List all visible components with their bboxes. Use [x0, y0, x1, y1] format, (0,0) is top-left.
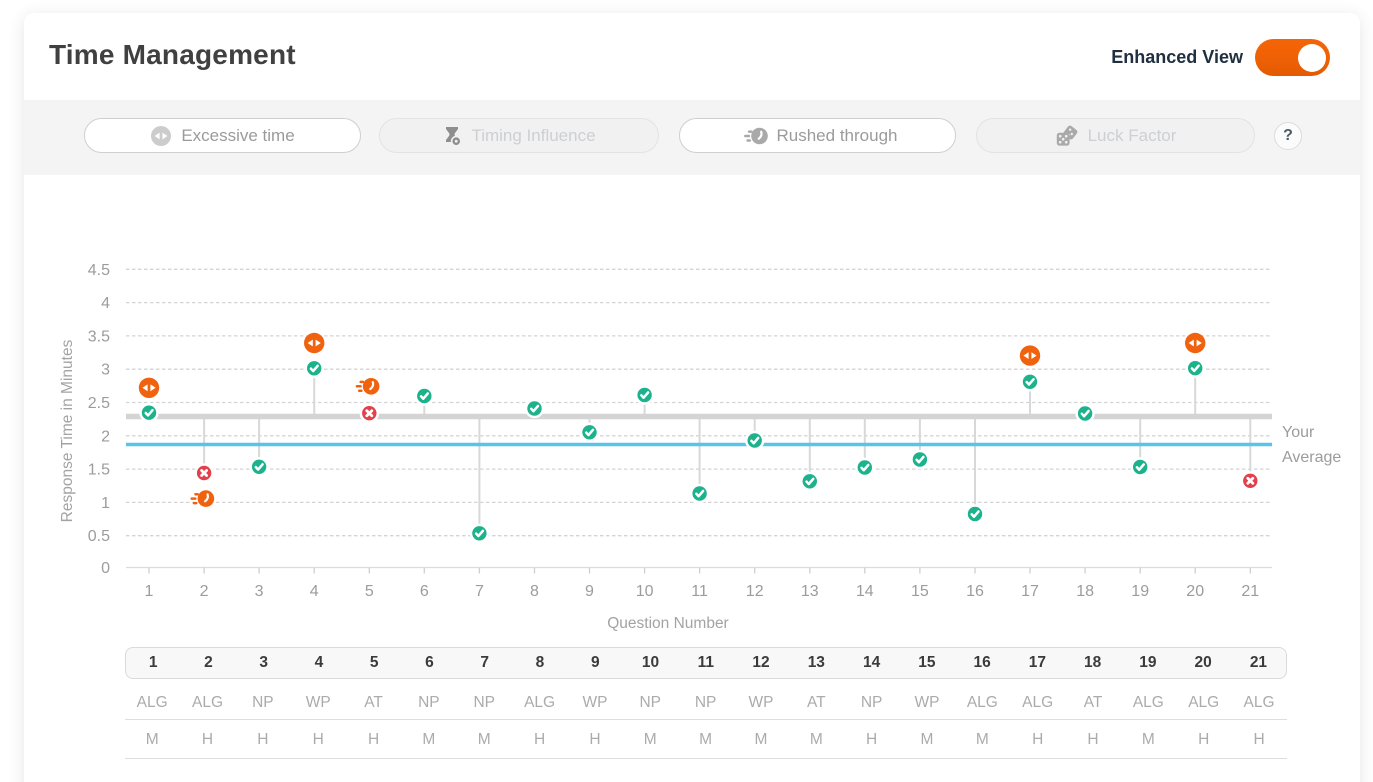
svg-text:Question Number: Question Number [607, 615, 728, 632]
svg-text:7: 7 [475, 583, 484, 600]
svg-text:3.5: 3.5 [88, 328, 110, 345]
svg-text:0.5: 0.5 [88, 528, 110, 545]
svg-text:3: 3 [255, 583, 264, 600]
svg-text:20: 20 [1186, 583, 1204, 600]
svg-text:0: 0 [101, 560, 110, 577]
svg-text:13: 13 [801, 583, 819, 600]
svg-text:18: 18 [1076, 583, 1094, 600]
svg-text:1: 1 [101, 495, 110, 512]
svg-text:14: 14 [856, 583, 874, 600]
svg-text:16: 16 [966, 583, 984, 600]
svg-text:Response Time in Minutes: Response Time in Minutes [59, 339, 76, 522]
svg-text:12: 12 [746, 583, 764, 600]
svg-text:15: 15 [911, 583, 929, 600]
svg-text:1: 1 [145, 583, 154, 600]
svg-text:4: 4 [310, 583, 319, 600]
svg-text:11: 11 [691, 583, 708, 600]
svg-text:Your: Your [1282, 424, 1315, 441]
svg-text:21: 21 [1241, 583, 1259, 600]
svg-text:5: 5 [365, 583, 374, 600]
svg-text:10: 10 [636, 583, 654, 600]
svg-text:2.5: 2.5 [88, 395, 110, 412]
svg-text:9: 9 [585, 583, 594, 600]
svg-text:4.5: 4.5 [88, 262, 110, 279]
svg-text:1.5: 1.5 [88, 462, 110, 479]
svg-text:4: 4 [101, 295, 110, 312]
svg-text:2: 2 [101, 428, 110, 445]
svg-text:3: 3 [101, 362, 110, 379]
svg-text:2: 2 [200, 583, 209, 600]
svg-text:17: 17 [1021, 583, 1039, 600]
svg-text:Average: Average [1282, 449, 1341, 466]
svg-text:6: 6 [420, 583, 429, 600]
svg-text:19: 19 [1131, 583, 1149, 600]
svg-text:8: 8 [530, 583, 539, 600]
